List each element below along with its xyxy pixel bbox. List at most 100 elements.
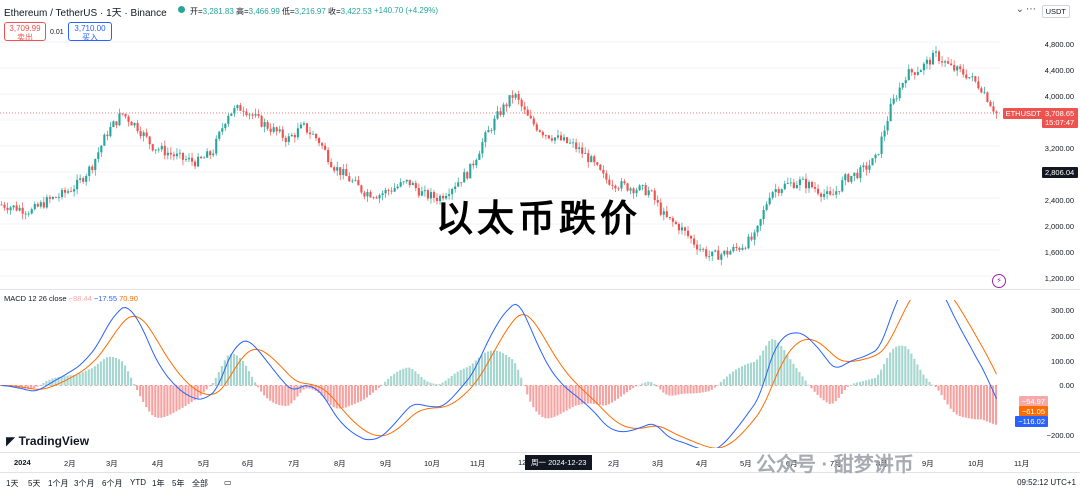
timeframe-6[interactable]: 1年	[152, 479, 165, 488]
macd-histogram-bar	[846, 385, 849, 387]
ohlc-high: 高=3,466.99	[236, 7, 280, 16]
macd-histogram-bar	[335, 385, 338, 409]
timeframe-1[interactable]: 5天	[28, 479, 41, 488]
candle-body	[454, 186, 457, 190]
sell-button[interactable]: 3,709.99 卖出	[4, 22, 46, 42]
tradingview-logo[interactable]: ◤ TradingView	[6, 434, 90, 448]
buy-button[interactable]: 3,710.00 买入	[68, 22, 112, 42]
candle-body	[357, 179, 360, 186]
candle-body	[547, 135, 550, 139]
macd-histogram-bar	[541, 385, 544, 417]
bottom-divider	[0, 472, 1080, 473]
candle-body	[390, 190, 393, 192]
macd-histogram-bar	[130, 377, 133, 386]
clock[interactable]: 09:52:12 UTC+1	[1017, 478, 1076, 487]
candle-body	[178, 152, 182, 154]
chevron-down-icon[interactable]: ⌄	[1015, 4, 1024, 15]
candle-body	[148, 136, 151, 145]
macd-histogram-bar	[411, 368, 414, 386]
candle-body	[904, 80, 907, 84]
macd-histogram-bar	[768, 340, 771, 386]
macd-histogram-bar	[362, 385, 366, 400]
symbol-title[interactable]: Ethereum / TetherUS · 1天 · Binance	[4, 8, 167, 19]
candle-body	[599, 164, 602, 170]
candle-body	[57, 196, 61, 198]
macd-histogram-bar	[635, 385, 638, 387]
macd-histogram-bar	[254, 382, 257, 386]
macd-histogram-bar	[178, 385, 181, 410]
price-chart[interactable]	[0, 24, 1000, 286]
candle-body	[36, 203, 39, 207]
ohlc-low: 低=3,216.97	[282, 7, 326, 16]
macd-histogram-bar	[477, 357, 480, 386]
candle-body	[922, 63, 925, 71]
time-axis-line	[0, 452, 1080, 453]
candle-body	[85, 175, 88, 182]
timeframe-4[interactable]: 6个月	[102, 479, 123, 488]
macd-histogram-bar	[290, 385, 293, 404]
more-icon[interactable]: ⋯	[1026, 4, 1036, 15]
candle-body	[321, 143, 324, 146]
candle-body	[94, 158, 97, 171]
macd-histogram-bar	[677, 385, 680, 395]
candle-body	[856, 172, 859, 179]
macd-histogram-bar	[619, 385, 623, 397]
macd-histogram-bar	[142, 385, 145, 402]
timeframe-0[interactable]: 1天	[6, 479, 19, 488]
candle-body	[947, 61, 950, 64]
macd-histogram-bar	[526, 385, 529, 395]
candle-body	[965, 74, 968, 79]
timeframe-5[interactable]: YTD	[130, 478, 146, 487]
candle-body	[953, 65, 956, 71]
time-axis-label: 5月	[198, 459, 210, 468]
candle-body	[3, 204, 6, 208]
candle-body	[417, 188, 420, 196]
candle-body	[460, 182, 463, 184]
candle-body	[578, 147, 581, 150]
macd-histogram-bar	[375, 385, 378, 391]
macd-histogram-bar	[985, 385, 989, 422]
timeframe-7[interactable]: 5年	[172, 479, 185, 488]
candle-body	[266, 122, 269, 129]
time-axis-label: 2月	[64, 459, 76, 468]
pane-divider[interactable]	[0, 289, 1080, 290]
macd-histogram-bar	[93, 366, 96, 386]
macd-histogram-bar	[810, 385, 813, 389]
lightning-icon[interactable]: ⚡	[992, 274, 1006, 288]
candle-body	[693, 238, 696, 245]
macd-histogram-bar	[90, 368, 93, 386]
macd-histogram-bar	[523, 385, 526, 387]
timeframe-3[interactable]: 3个月	[74, 479, 95, 488]
candle-body	[995, 111, 998, 114]
candle-body	[565, 137, 569, 144]
macd-histogram-bar	[139, 385, 142, 397]
candle-body	[711, 251, 714, 257]
macd-chart[interactable]	[0, 300, 1000, 448]
candle-body	[445, 195, 448, 199]
macd-histogram-bar	[565, 385, 568, 411]
timeframe-8[interactable]: 全部	[192, 479, 208, 488]
macd-histogram-bar	[774, 339, 777, 386]
macd-legend[interactable]: MACD 12 26 close −88.44 −17.55 70.90	[4, 294, 138, 303]
macd-histogram-bar	[725, 376, 728, 386]
macd-signal-line	[1, 300, 997, 448]
calendar-range-icon[interactable]: ▭	[224, 478, 232, 487]
macd-histogram-bar	[753, 361, 756, 386]
macd-histogram-bar	[492, 350, 496, 386]
candle-body	[278, 129, 281, 132]
timeframe-2[interactable]: 1个月	[48, 479, 69, 488]
candle-body	[121, 113, 124, 115]
currency-selector[interactable]: USDT	[1041, 5, 1070, 18]
candle-body	[166, 152, 169, 156]
candle-body	[79, 178, 82, 180]
candle-body	[118, 113, 121, 126]
candle-body	[478, 153, 481, 160]
candle-body	[345, 169, 348, 177]
macd-histogram-bar	[450, 375, 453, 386]
candle-body	[254, 114, 257, 116]
macd-histogram-bar	[583, 385, 586, 404]
time-axis-label: 9月	[380, 459, 392, 468]
tradingview-mark-icon: ◤	[6, 434, 16, 448]
candle-body	[944, 61, 947, 63]
macd-histogram-bar	[765, 345, 768, 386]
